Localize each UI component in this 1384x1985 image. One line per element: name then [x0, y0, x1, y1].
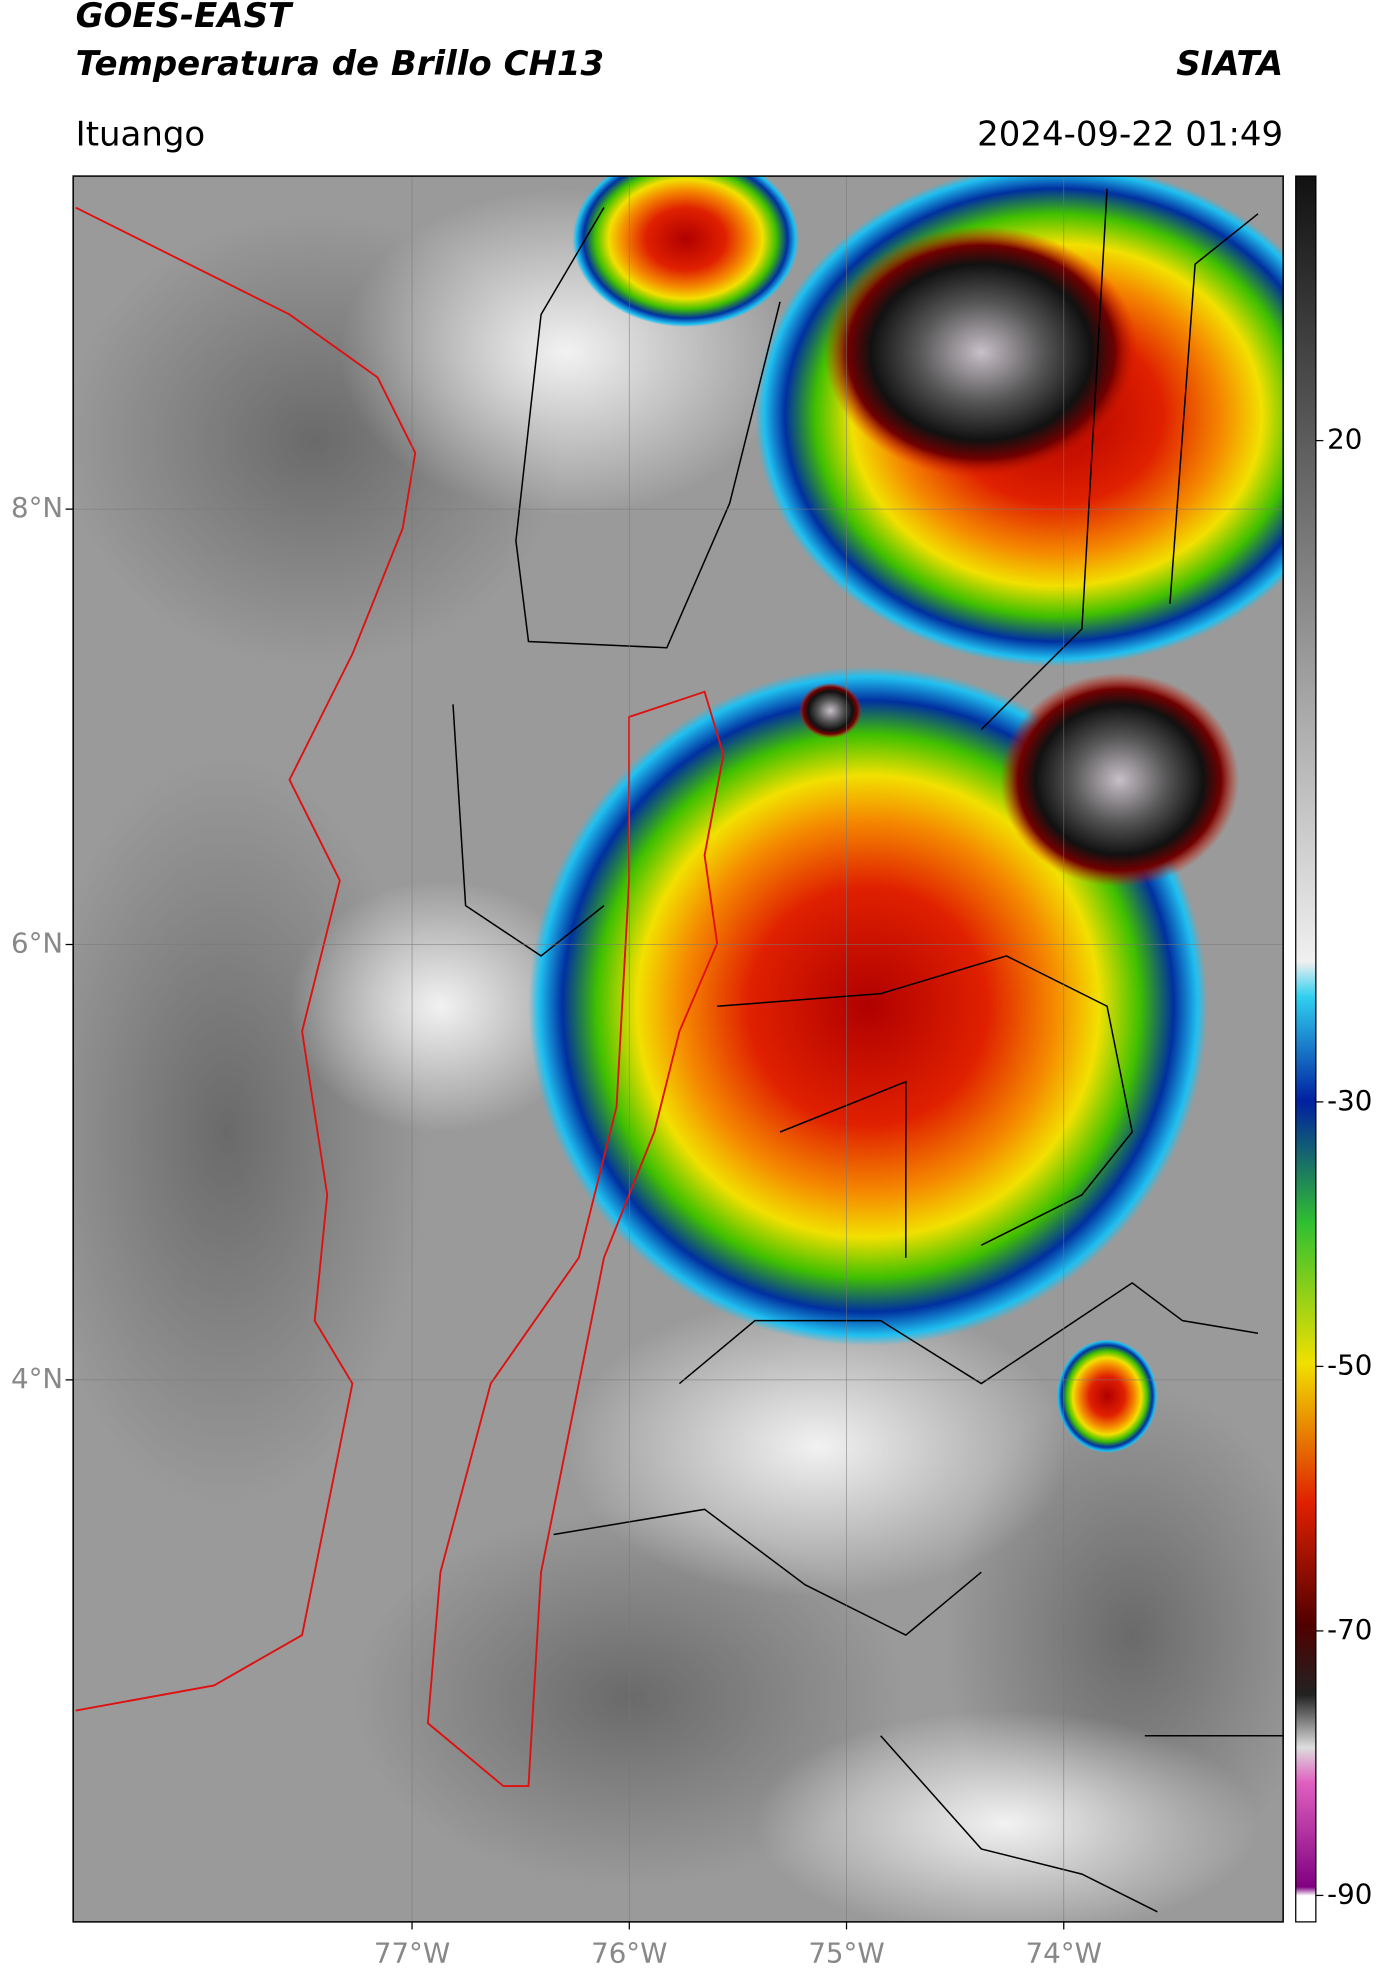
- cloud: [566, 1295, 1070, 1598]
- source: SIATA: [1176, 44, 1283, 84]
- subtitle: Temperatura de Brillo CH13: [76, 44, 604, 84]
- title: GOES-EAST: [76, 0, 294, 36]
- storm: [1056, 1339, 1158, 1453]
- map-frame: [72, 175, 1284, 1923]
- lat-tick-label: 6°N: [11, 927, 63, 960]
- boundary: [452, 188, 1284, 1913]
- cloud: [289, 880, 592, 1132]
- datetime: 2024-09-22 01:49: [977, 114, 1283, 154]
- storm: [572, 176, 799, 327]
- lat-tick-label: 4°N: [11, 1362, 63, 1395]
- colorbar-tick-label: -50: [1327, 1348, 1372, 1381]
- cloud: [73, 754, 428, 1510]
- colorbar-tick-label: -70: [1327, 1613, 1372, 1646]
- location: Ituango: [76, 114, 206, 154]
- graticule: [73, 176, 1284, 1922]
- lon-tick-label: 77°W: [374, 1937, 450, 1970]
- colorbar: [1295, 175, 1317, 1923]
- region-border: [426, 690, 725, 1787]
- lon-tick-label: 75°W: [808, 1937, 884, 1970]
- colorbar-tick-label: -90: [1327, 1877, 1372, 1910]
- storm-core: [1000, 672, 1240, 887]
- colorbar-tick-label: 20: [1327, 423, 1362, 456]
- lat-tick-label: 8°N: [11, 491, 63, 524]
- lon-tick-label: 76°W: [591, 1937, 667, 1970]
- coastline: [75, 206, 417, 1712]
- cloud: [754, 1710, 1258, 1922]
- colorbar-tick-label: -30: [1327, 1084, 1372, 1117]
- storm-core: [824, 226, 1139, 478]
- lon-tick-label: 74°W: [1026, 1937, 1102, 1970]
- storm-core: [798, 682, 862, 739]
- imagery: [73, 176, 1284, 1922]
